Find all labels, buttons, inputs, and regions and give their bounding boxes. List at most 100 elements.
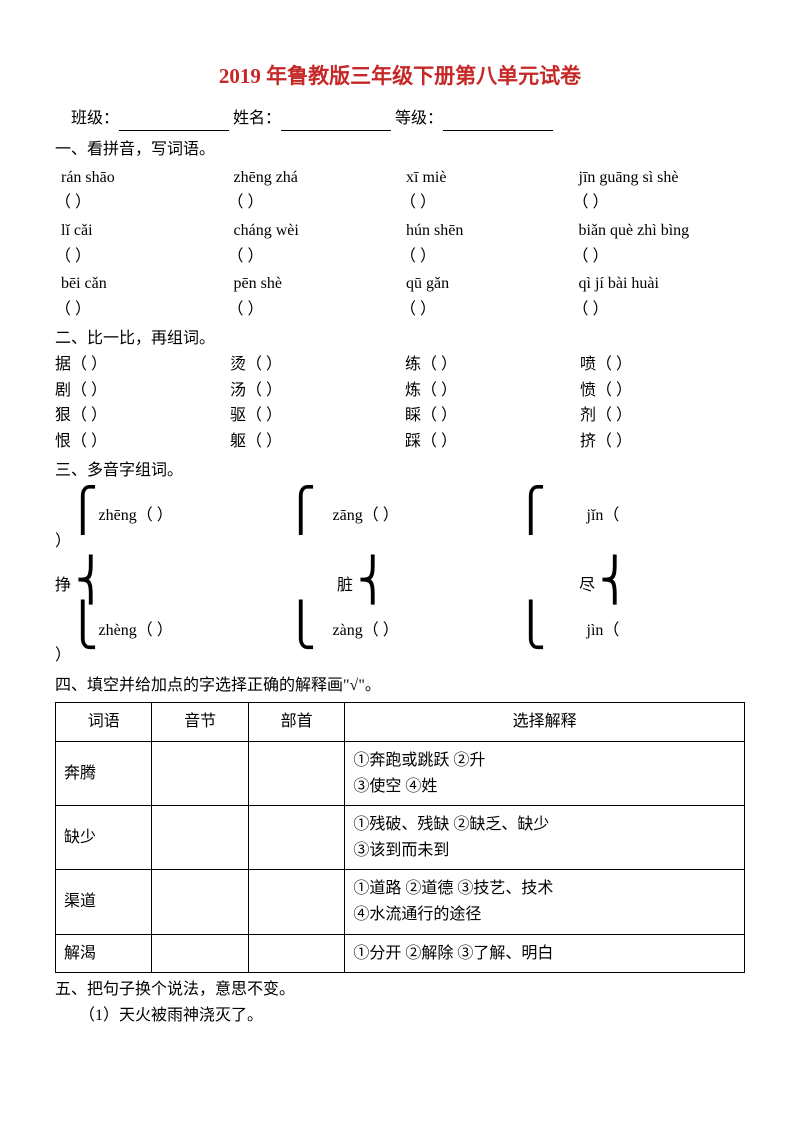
q1-paren[interactable]: （ ） [228,244,401,270]
q2-cell[interactable]: 躯（ ） [230,429,395,455]
q4-bushou[interactable] [248,934,344,973]
class-label: 班级： [71,110,119,127]
q3-py[interactable]: zāng（ ） [333,507,399,524]
q4-word: 奔腾 [56,742,152,806]
q1-py: zhēng zhá [228,165,401,191]
q3-row-mid: 挣 ⎨ 脏 ⎨ 尽 ⎨ [55,556,745,599]
q1-py: qì jí bài huài [573,271,746,297]
student-info-line: 班级： 姓名： 等级： [55,106,745,132]
q4-word: 解渴 [56,934,152,973]
q4-th: 词语 [56,703,152,742]
q1-paren[interactable]: （ ） [573,244,746,270]
q2-grid: 据（ ） 烫（ ） 练（ ） 喷（ ） 剧（ ） 汤（ ） 炼（ ） 愤（ ） … [55,352,745,454]
q2-cell[interactable]: 汤（ ） [230,378,395,404]
q4-opts[interactable]: ①奔跑或跳跃 ②升 ③使空 ④姓 [345,742,745,806]
q1-pinyin-row-3: bēi cǎn pēn shè qū gǎn qì jí bài huài [55,271,745,297]
q4-yinjie[interactable] [152,742,248,806]
table-row: 渠道 ①道路 ②道德 ③技艺、技术 ④水流通行的途径 [56,870,745,934]
q3-py[interactable]: jǐn（ [587,507,620,524]
q1-paren[interactable]: （ ） [573,297,746,323]
table-row: 缺少 ①残破、残缺 ②缺乏、缺少 ③该到而未到 [56,806,745,870]
q4-opts[interactable]: ①分开 ②解除 ③了解、明白 [345,934,745,973]
q1-pinyin-row-2: lǐ cǎi cháng wèi hún shēn biǎn què zhì b… [55,218,745,244]
q1-paren[interactable]: （ ） [573,190,746,216]
brace-icon: ⎨ [357,558,389,604]
q1-py: lǐ cǎi [55,218,228,244]
q4-yinjie[interactable] [152,870,248,934]
q1-py: jīn guāng sì shè [573,165,746,191]
q2-cell[interactable]: 挤（ ） [580,429,745,455]
brace-icon: ⎧ [515,488,547,534]
q2-cell[interactable]: 狠（ ） [55,403,220,429]
grade-label: 等级： [395,110,443,127]
q3-char: 脏 [337,577,353,594]
q4-table: 词语 音节 部首 选择解释 奔腾 ①奔跑或跳跃 ②升 ③使空 ④姓 缺少 ①残破… [55,702,745,973]
q2-cell[interactable]: 踩（ ） [405,429,570,455]
q1-paren[interactable]: （ ） [55,190,228,216]
q4-th: 选择解释 [345,703,745,742]
q1-paren[interactable]: （ ） [400,297,573,323]
brace-icon: ⎧ [285,488,317,534]
q3-char: 尽 [579,577,595,594]
q1-answer-row-1[interactable]: （ ） （ ） （ ） （ ） [55,190,745,216]
q2-cell[interactable]: 炼（ ） [405,378,570,404]
q2-cell[interactable]: 愤（ ） [580,378,745,404]
class-field[interactable] [119,113,229,132]
q3-tail: ） [55,643,745,669]
q1-paren[interactable]: （ ） [228,297,401,323]
q3-py[interactable]: jìn（ [587,622,620,639]
q4-word: 缺少 [56,806,152,870]
q1-pinyin-row-1: rán shāo zhēng zhá xī miè jīn guāng sì s… [55,165,745,191]
q4-yinjie[interactable] [152,934,248,973]
q2-cell[interactable]: 驱（ ） [230,403,395,429]
q4-word: 渠道 [56,870,152,934]
q4-th: 音节 [152,703,248,742]
q4-heading: 四、填空并给加点的字选择正确的解释画"√"。 [55,673,745,699]
q1-py: bēi cǎn [55,271,228,297]
q3-py[interactable]: zhēng（ ） [99,507,173,524]
q5-item-1: （1）天火被雨神浇灭了。 [55,1003,745,1029]
brace-icon: ⎩ [285,603,317,649]
q2-cell[interactable]: 喷（ ） [580,352,745,378]
q3-py[interactable]: zàng（ ） [333,622,399,639]
q2-cell[interactable]: 恨（ ） [55,429,220,455]
q1-answer-row-2[interactable]: （ ） （ ） （ ） （ ） [55,244,745,270]
q3-row: ⎧zhēng（ ） ⎧ zāng（ ） ⎧ jǐn（ [55,486,745,529]
q4-yinjie[interactable] [152,806,248,870]
table-row: 解渴 ①分开 ②解除 ③了解、明白 [56,934,745,973]
q2-cell[interactable]: 剧（ ） [55,378,220,404]
q1-paren[interactable]: （ ） [400,244,573,270]
q4-bushou[interactable] [248,742,344,806]
q1-heading: 一、看拼音，写词语。 [55,137,745,163]
brace-icon: ⎩ [67,603,99,649]
q1-paren[interactable]: （ ） [400,190,573,216]
q1-py: biǎn què zhì bìng [573,218,746,244]
q2-cell[interactable]: 练（ ） [405,352,570,378]
q1-paren[interactable]: （ ） [228,190,401,216]
q4-opts[interactable]: ①道路 ②道德 ③技艺、技术 ④水流通行的途径 [345,870,745,934]
q4-opts[interactable]: ①残破、残缺 ②缺乏、缺少 ③该到而未到 [345,806,745,870]
name-field[interactable] [281,113,391,132]
q2-cell[interactable]: 睬（ ） [405,403,570,429]
grade-field[interactable] [443,113,553,132]
brace-icon: ⎨ [599,558,631,604]
q1-paren[interactable]: （ ） [55,297,228,323]
table-header-row: 词语 音节 部首 选择解释 [56,703,745,742]
q1-py: rán shāo [55,165,228,191]
q2-cell[interactable]: 剂（ ） [580,403,745,429]
q4-th: 部首 [248,703,344,742]
q3-row-bot: ⎩zhèng（ ） ⎩ zàng（ ） ⎩ jìn（ [55,601,745,644]
q2-cell[interactable]: 烫（ ） [230,352,395,378]
q1-answer-row-3[interactable]: （ ） （ ） （ ） （ ） [55,297,745,323]
q3-heading: 三、多音字组词。 [55,458,745,484]
page-title: 2019 年鲁教版三年级下册第八单元试卷 [55,60,745,94]
q1-paren[interactable]: （ ） [55,244,228,270]
q3-py[interactable]: zhèng（ ） [99,622,173,639]
q2-cell[interactable]: 据（ ） [55,352,220,378]
q3-tail: ） [55,529,745,555]
q1-py: xī miè [400,165,573,191]
q1-py: cháng wèi [228,218,401,244]
q1-py: qū gǎn [400,271,573,297]
q4-bushou[interactable] [248,870,344,934]
q4-bushou[interactable] [248,806,344,870]
